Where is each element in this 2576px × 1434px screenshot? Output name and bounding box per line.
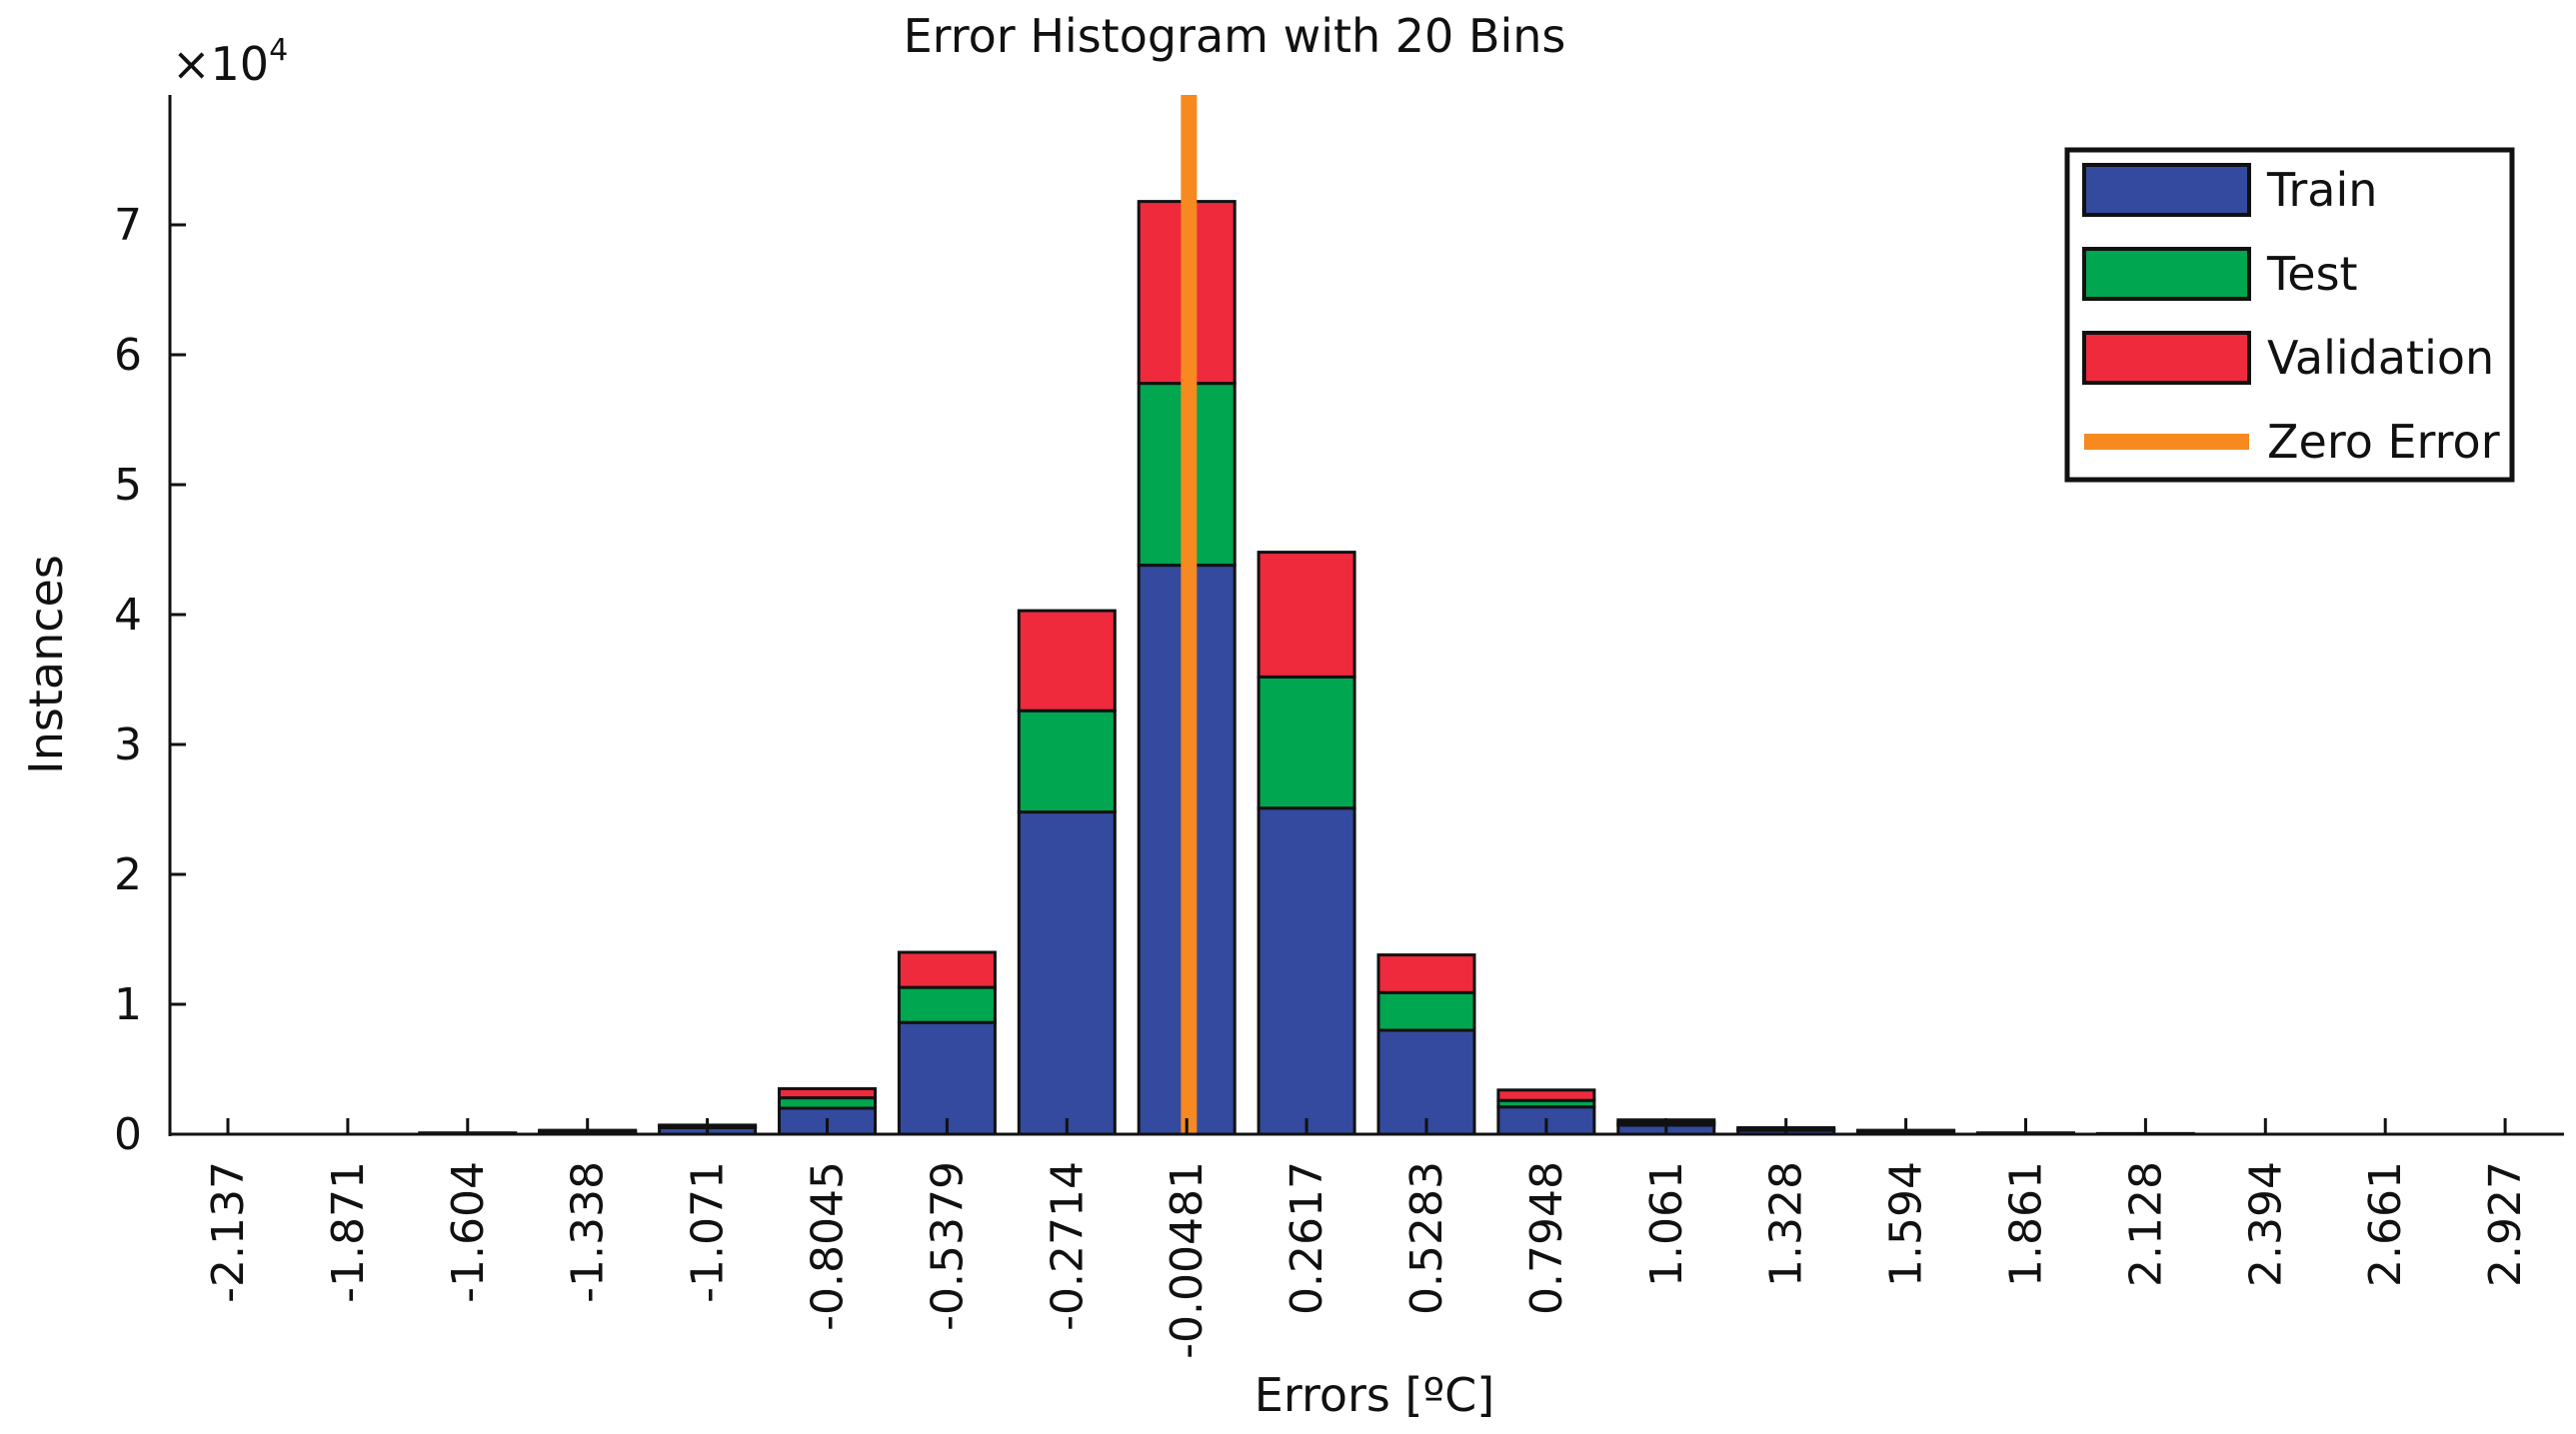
y-tick-label-0: 0: [114, 1109, 142, 1160]
bar-segment-test-6: [897, 985, 997, 1024]
legend-label-test: Test: [2266, 247, 2358, 301]
axes-group: 0 1 2 3 4 5 6 7 -2.137 -1.871 -1.604 -1.338 -1.071 -0…: [114, 95, 2564, 1359]
y-axis-label: Instances: [19, 555, 73, 774]
x-tick-label-4: -1.071: [683, 1161, 734, 1303]
x-tick-label-8: -0.00481: [1162, 1161, 1213, 1359]
x-tick-label-13: 1.328: [1761, 1161, 1812, 1287]
y-tick-label-1: 1: [114, 979, 142, 1030]
bar-segment-validation-6: [897, 950, 997, 989]
x-tick-label-6: -0.5379: [922, 1161, 973, 1331]
y-tick-label-7: 7: [114, 200, 142, 251]
bar-segment-test-7: [1017, 709, 1117, 814]
bar-segment-train-7: [1017, 810, 1117, 1136]
x-tick-label-7: -0.2714: [1042, 1161, 1093, 1331]
x-tick-label-16: 2.128: [2120, 1161, 2171, 1287]
legend-label-validation: Validation: [2267, 331, 2494, 385]
x-tick-label-5: -0.8045: [803, 1161, 854, 1331]
bar-segment-train-6: [897, 1020, 997, 1136]
legend-label-train: Train: [2266, 163, 2377, 217]
bars-group: [418, 200, 2195, 1136]
x-tick-label-1: -1.871: [323, 1161, 374, 1303]
x-tick-label-0: -2.137: [203, 1161, 254, 1303]
y-tick-label-6: 6: [114, 330, 142, 381]
x-tick-label-18: 2.661: [2360, 1161, 2411, 1287]
x-tick-label-9: 0.2617: [1282, 1161, 1332, 1315]
x-tick-label-12: 1.061: [1641, 1161, 1692, 1287]
chart-title: Error Histogram with 20 Bins: [904, 9, 1566, 63]
legend-swatch-train: [2082, 163, 2251, 217]
x-tick-label-2: -1.604: [443, 1161, 494, 1303]
legend-label-zero-error: Zero Error: [2267, 415, 2500, 469]
bar-segment-train-9: [1257, 806, 1356, 1136]
x-tick-label-3: -1.338: [563, 1161, 614, 1303]
bar-segment-validation-10: [1376, 953, 1476, 994]
bar-segment-test-10: [1376, 990, 1476, 1032]
x-tick-label-15: 1.861: [2001, 1161, 2052, 1287]
bar-segment-test-5: [778, 1096, 877, 1110]
y-tick-label-3: 3: [114, 719, 142, 770]
bar-segment-validation-5: [778, 1087, 877, 1100]
legend-swatch-test: [2082, 247, 2251, 301]
x-tick-label-17: 2.394: [2240, 1161, 2291, 1287]
x-axis-label: Errors [ºC]: [1255, 1368, 1494, 1422]
x-tick-label-14: 1.594: [1881, 1161, 1932, 1287]
x-tick-label-19: 2.927: [2480, 1161, 2531, 1287]
bar-segment-validation-7: [1017, 609, 1117, 713]
bar-segment-test-9: [1257, 675, 1356, 810]
y-tick-label-2: 2: [114, 849, 142, 900]
legend: Train Test Validation Zero Error: [2064, 147, 2515, 483]
y-tick-label-5: 5: [114, 460, 142, 511]
x-tick-label-11: 0.7948: [1521, 1161, 1572, 1315]
y-tick-label-4: 4: [114, 590, 142, 641]
y-multiplier-label: ×104: [172, 33, 288, 91]
bar-segment-validation-9: [1257, 551, 1356, 679]
bar-segment-train-10: [1376, 1028, 1476, 1136]
x-tick-label-10: 0.5283: [1401, 1161, 1452, 1315]
legend-swatch-validation: [2082, 331, 2251, 385]
bar-segment-validation-11: [1496, 1088, 1596, 1102]
